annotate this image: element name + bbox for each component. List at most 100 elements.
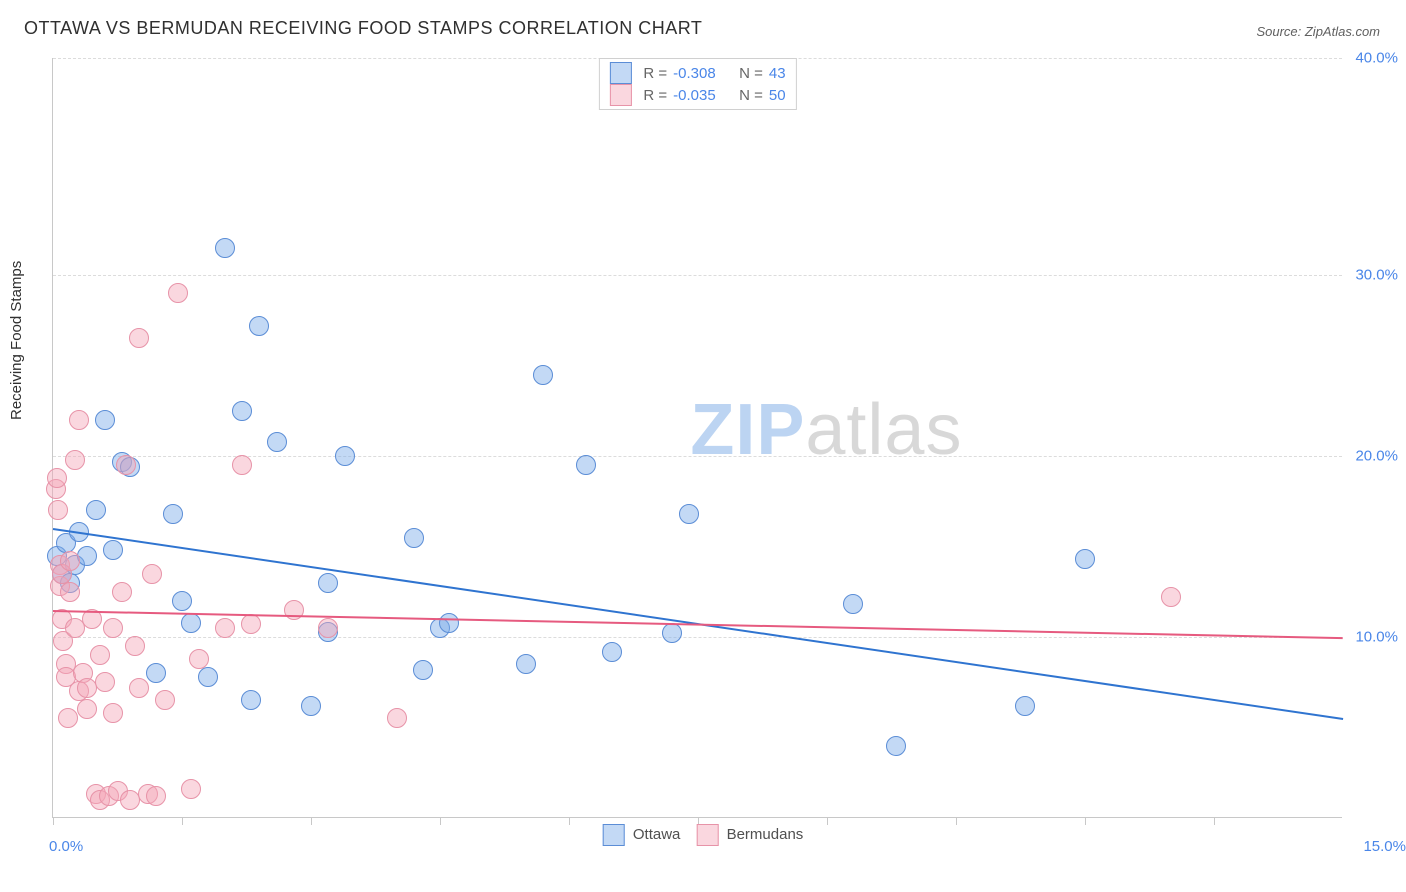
source-attribution: Source: ZipAtlas.com [1256,24,1380,39]
data-point [95,410,115,430]
data-point [335,446,355,466]
x-tick [827,817,828,825]
data-point [387,708,407,728]
r-label: R = [643,87,667,104]
swatch-ottawa [603,824,625,846]
y-tick-label: 40.0% [1355,50,1398,67]
scatter-plot-area: ZIPatlas R = -0.308 N = 43 R = -0.035 N … [52,58,1342,818]
data-point [662,623,682,643]
y-tick-label: 20.0% [1355,448,1398,465]
data-point [679,504,699,524]
n-label: N = [739,65,763,82]
data-point [516,654,536,674]
y-axis-label: Receiving Food Stamps [8,261,25,420]
data-point [843,594,863,614]
swatch-bermudans [696,824,718,846]
data-point [413,660,433,680]
data-point [241,614,261,634]
data-point [103,618,123,638]
data-point [77,699,97,719]
data-point [267,432,287,452]
legend-row-ottawa: R = -0.308 N = 43 [609,62,785,84]
x-tick [440,817,441,825]
x-tick [1214,817,1215,825]
data-point [241,690,261,710]
data-point [48,500,68,520]
data-point [60,551,80,571]
x-tick [182,817,183,825]
data-point [1161,587,1181,607]
data-point [60,582,80,602]
data-point [47,468,67,488]
data-point [77,546,97,566]
data-point [886,736,906,756]
data-point [181,613,201,633]
data-point [318,573,338,593]
data-point [163,504,183,524]
x-tick [1085,817,1086,825]
r-value-bermudans: -0.035 [673,87,727,104]
data-point [129,678,149,698]
data-point [129,328,149,348]
n-value-ottawa: 43 [769,65,786,82]
data-point [86,500,106,520]
data-point [65,450,85,470]
data-point [172,591,192,611]
data-point [576,455,596,475]
swatch-bermudans [609,84,631,106]
data-point [232,401,252,421]
data-point [69,410,89,430]
data-point [301,696,321,716]
data-point [404,528,424,548]
watermark: ZIPatlas [690,388,962,470]
data-point [116,455,136,475]
data-point [146,663,166,683]
legend-item-bermudans: Bermudans [696,824,803,846]
data-point [215,618,235,638]
data-point [95,672,115,692]
data-point [168,283,188,303]
data-point [249,316,269,336]
watermark-atlas: atlas [805,389,962,469]
data-point [142,564,162,584]
data-point [1075,549,1095,569]
data-point [103,703,123,723]
data-point [103,540,123,560]
data-point [189,649,209,669]
x-tick [311,817,312,825]
correlation-legend: R = -0.308 N = 43 R = -0.035 N = 50 [598,58,796,110]
swatch-ottawa [609,62,631,84]
data-point [155,690,175,710]
r-label: R = [643,65,667,82]
y-tick-label: 30.0% [1355,267,1398,284]
x-tick [956,817,957,825]
data-point [215,238,235,258]
legend-item-ottawa: Ottawa [603,824,681,846]
x-tick [53,817,54,825]
n-value-bermudans: 50 [769,87,786,104]
x-tick-label-min: 0.0% [49,838,83,855]
data-point [198,667,218,687]
series-legend: Ottawa Bermudans [603,824,804,846]
x-tick-label-max: 15.0% [1363,838,1406,855]
legend-label-ottawa: Ottawa [633,826,681,843]
data-point [112,582,132,602]
grid-line [53,275,1342,276]
data-point [125,636,145,656]
y-tick-label: 10.0% [1355,629,1398,646]
data-point [146,786,166,806]
n-label: N = [739,87,763,104]
chart-title: OTTAWA VS BERMUDAN RECEIVING FOOD STAMPS… [24,18,702,39]
legend-row-bermudans: R = -0.035 N = 50 [609,84,785,106]
data-point [533,365,553,385]
data-point [58,708,78,728]
data-point [439,613,459,633]
data-point [602,642,622,662]
data-point [181,779,201,799]
data-point [90,645,110,665]
data-point [232,455,252,475]
r-value-ottawa: -0.308 [673,65,727,82]
legend-label-bermudans: Bermudans [727,826,804,843]
grid-line [53,637,1342,638]
x-tick [569,817,570,825]
